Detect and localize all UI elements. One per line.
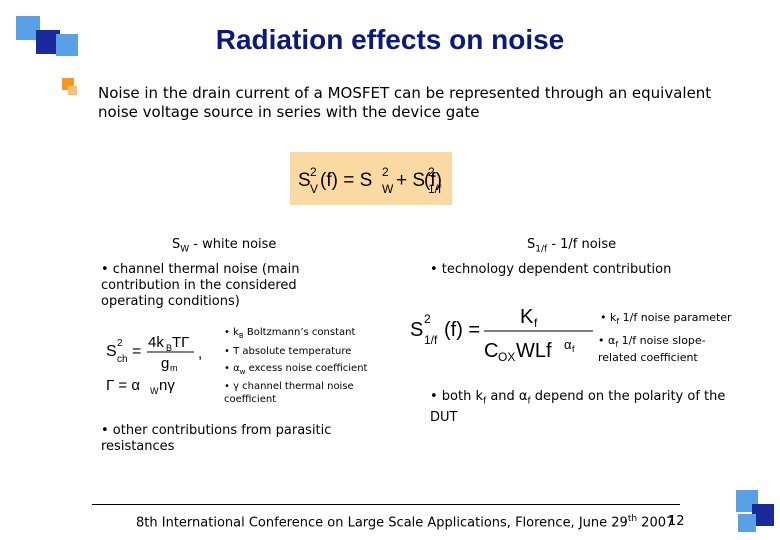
svg-text:2: 2 bbox=[428, 165, 435, 179]
svg-text:1/f: 1/f bbox=[424, 333, 438, 347]
svg-text:2: 2 bbox=[117, 338, 123, 349]
main-formula: S 2 V (f) = S 2 W + S 2 1/f bbox=[298, 165, 442, 196]
param-kb: • kB Boltzmann’s constant bbox=[224, 327, 356, 340]
svg-text:α: α bbox=[564, 337, 572, 352]
technology-bullet: • technology dependent contribution bbox=[430, 262, 672, 277]
svg-text:4k: 4k bbox=[148, 334, 164, 351]
param-alpha-f: • αf 1/f noise slope-related coefficient bbox=[598, 334, 706, 365]
svg-text:V: V bbox=[310, 182, 318, 196]
svg-text:K: K bbox=[520, 306, 534, 328]
footer-text: 8th International Conference on Large Sc… bbox=[136, 514, 675, 531]
svg-text:Γ = α: Γ = α bbox=[106, 377, 140, 394]
svg-text:nγ: nγ bbox=[159, 377, 175, 394]
svg-text:2: 2 bbox=[310, 165, 317, 179]
gamma-formula: Γ = α W nγ bbox=[106, 377, 175, 396]
svg-text:(f) =: (f) = bbox=[444, 319, 480, 341]
svg-text:ch: ch bbox=[117, 354, 128, 365]
svg-text:=: = bbox=[132, 343, 141, 360]
svg-text:f: f bbox=[572, 344, 575, 354]
svg-text:,: , bbox=[198, 345, 202, 362]
svg-text:S: S bbox=[298, 170, 311, 191]
svg-text:S: S bbox=[410, 319, 423, 341]
svg-text:m: m bbox=[170, 363, 178, 373]
svg-text:f: f bbox=[534, 316, 538, 330]
svg-text:W: W bbox=[150, 386, 159, 396]
svg-text:B: B bbox=[166, 343, 172, 353]
flicker-noise-heading: S1/f - 1/f noise bbox=[527, 237, 617, 255]
footer-divider bbox=[92, 504, 680, 505]
svg-text:+ S: + S bbox=[396, 170, 425, 191]
param-alpha-w: • αw excess noise coefficient bbox=[224, 363, 368, 376]
svg-text:(f) = S: (f) = S bbox=[320, 170, 372, 191]
param-gamma: • γ channel thermal noise coefficient bbox=[224, 381, 354, 405]
orange-bullet-icon-inner bbox=[68, 86, 77, 95]
intro-text: Noise in the drain current of a MOSFET c… bbox=[98, 84, 712, 121]
page-number: 12 bbox=[668, 514, 685, 529]
svg-text:S: S bbox=[106, 343, 117, 360]
main-formula-tail: (f) bbox=[424, 170, 442, 191]
svg-text:C: C bbox=[484, 340, 498, 362]
slide-title: Radiation effects on noise bbox=[215, 24, 565, 55]
svg-text:1/f: 1/f bbox=[428, 182, 442, 196]
corner-square-dark bbox=[752, 504, 774, 526]
corner-square-light-2 bbox=[738, 514, 756, 532]
svg-text:2: 2 bbox=[424, 312, 431, 326]
svg-text:WLf: WLf bbox=[516, 340, 552, 362]
param-kf: • kf 1/f noise parameter bbox=[600, 311, 732, 327]
sch-formula: S 2 ch = 4k B TΓ g m , bbox=[106, 334, 202, 373]
flicker-formula: S 2 1/f (f) = K f C OX WLf α f bbox=[410, 306, 593, 364]
svg-text:TΓ: TΓ bbox=[172, 334, 189, 351]
logo-square-light-2 bbox=[56, 34, 78, 56]
thermal-noise-bullet: • channel thermal noise (main contributi… bbox=[101, 262, 300, 309]
white-noise-heading: SW - white noise bbox=[172, 237, 277, 255]
param-t: • T absolute temperature bbox=[224, 346, 352, 357]
svg-text:g: g bbox=[161, 355, 169, 372]
polarity-bullet: • both kf and αf depend on the polarity … bbox=[430, 389, 726, 425]
svg-text:OX: OX bbox=[498, 350, 515, 364]
svg-text:W: W bbox=[382, 182, 394, 196]
main-formula-box: S 2 V (f) = S 2 W + S 2 1/f bbox=[290, 152, 452, 205]
svg-text:2: 2 bbox=[382, 165, 389, 179]
parasitic-bullet: • other contributions from parasitic res… bbox=[101, 423, 332, 454]
